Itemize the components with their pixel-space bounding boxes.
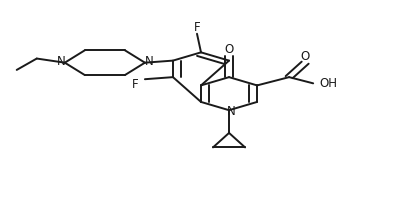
Text: F: F bbox=[131, 78, 138, 91]
Text: OH: OH bbox=[319, 77, 336, 90]
Text: N: N bbox=[226, 105, 235, 118]
Text: N: N bbox=[144, 55, 153, 68]
Text: N: N bbox=[56, 55, 65, 68]
Text: F: F bbox=[193, 21, 200, 34]
Text: O: O bbox=[224, 43, 233, 56]
Text: O: O bbox=[300, 50, 309, 63]
